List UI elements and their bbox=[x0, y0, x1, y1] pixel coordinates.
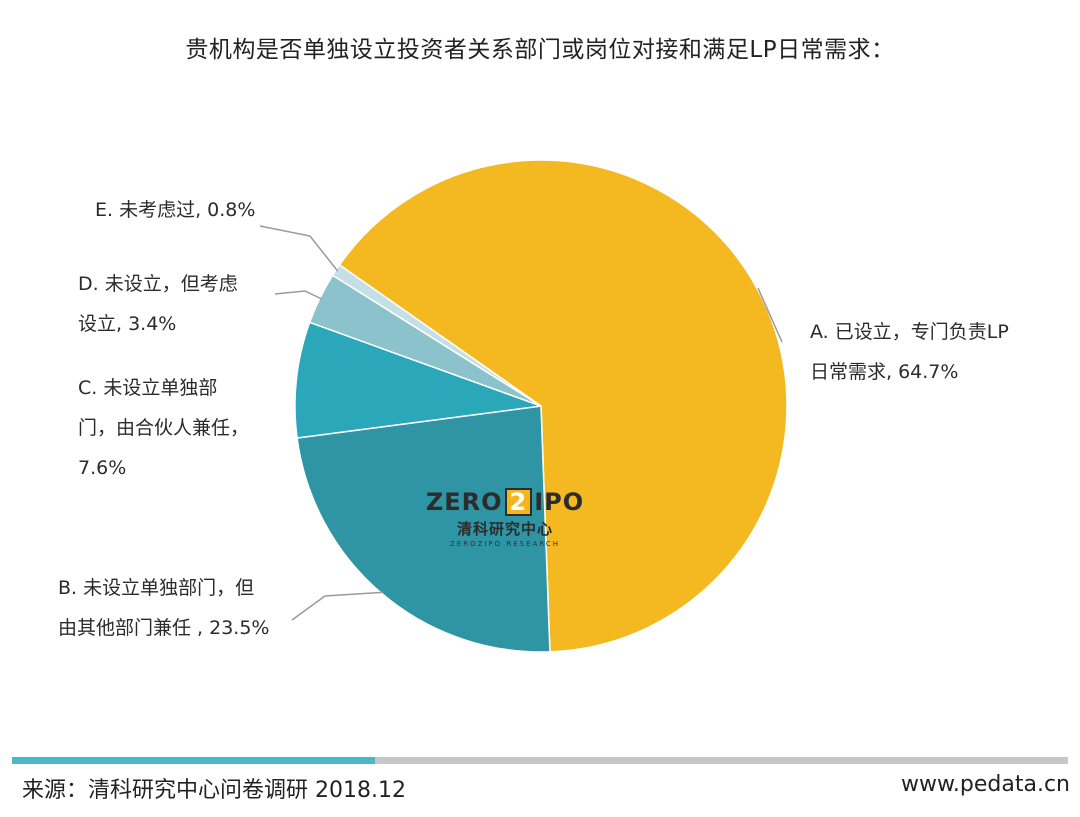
label-c-line2: 门，由合伙人兼任， bbox=[78, 417, 250, 439]
label-a: A. 已设立，专门负责LP 日常需求, 64.7% bbox=[810, 312, 1009, 392]
chart-title: 贵机构是否单独设立投资者关系部门或岗位对接和满足LP日常需求： bbox=[185, 37, 895, 63]
source-text: 来源：清科研究中心问卷调研 2018.12 bbox=[22, 778, 406, 803]
logo-text-zero: ZERO bbox=[425, 488, 503, 516]
pie-slice-c bbox=[294, 321, 542, 439]
label-d: D. 未设立，但考虑 设立, 3.4% bbox=[78, 264, 238, 344]
logo-text-ipo: IPO bbox=[534, 488, 585, 516]
pie-slice-b bbox=[296, 405, 551, 653]
label-d-line2: 设立, 3.4% bbox=[78, 313, 177, 335]
pie-slice-a bbox=[338, 159, 788, 653]
label-b-line1: B. 未设立单独部门，但 bbox=[58, 577, 255, 599]
label-a-line1: A. 已设立，专门负责LP bbox=[810, 321, 1009, 343]
logo-wordmark: ZERO 2 IPO bbox=[425, 488, 585, 516]
label-c-line1: C. 未设立单独部 bbox=[78, 377, 218, 399]
label-e-line1: E. 未考虑过, 0.8% bbox=[95, 199, 256, 221]
label-b-line2: 由其他部门兼任 , 23.5% bbox=[58, 617, 270, 639]
logo-chinese: 清科研究中心 bbox=[456, 520, 553, 538]
label-e: E. 未考虑过, 0.8% bbox=[95, 190, 255, 230]
footer-divider-bar bbox=[375, 757, 1068, 764]
leader-line-a bbox=[757, 287, 783, 343]
logo-text-2: 2 bbox=[504, 488, 533, 516]
label-c: C. 未设立单独部 门，由合伙人兼任， 7.6% bbox=[78, 368, 249, 488]
label-b: B. 未设立单独部门，但 由其他部门兼任 , 23.5% bbox=[58, 568, 269, 648]
label-c-line3: 7.6% bbox=[78, 457, 127, 479]
label-a-line2: 日常需求, 64.7% bbox=[810, 361, 959, 383]
leader-line-b bbox=[291, 591, 384, 621]
footer-accent-bar bbox=[12, 757, 375, 764]
leader-line-e bbox=[259, 225, 339, 272]
leader-line-d bbox=[274, 290, 323, 300]
zero2ipo-logo: ZERO 2 IPO 清科研究中心 ZEROZIPO RESEARCH bbox=[425, 488, 585, 548]
website-link[interactable]: www.pedata.cn bbox=[900, 772, 1070, 797]
label-d-line1: D. 未设立，但考虑 bbox=[78, 273, 238, 295]
logo-english: ZEROZIPO RESEARCH bbox=[449, 540, 560, 548]
